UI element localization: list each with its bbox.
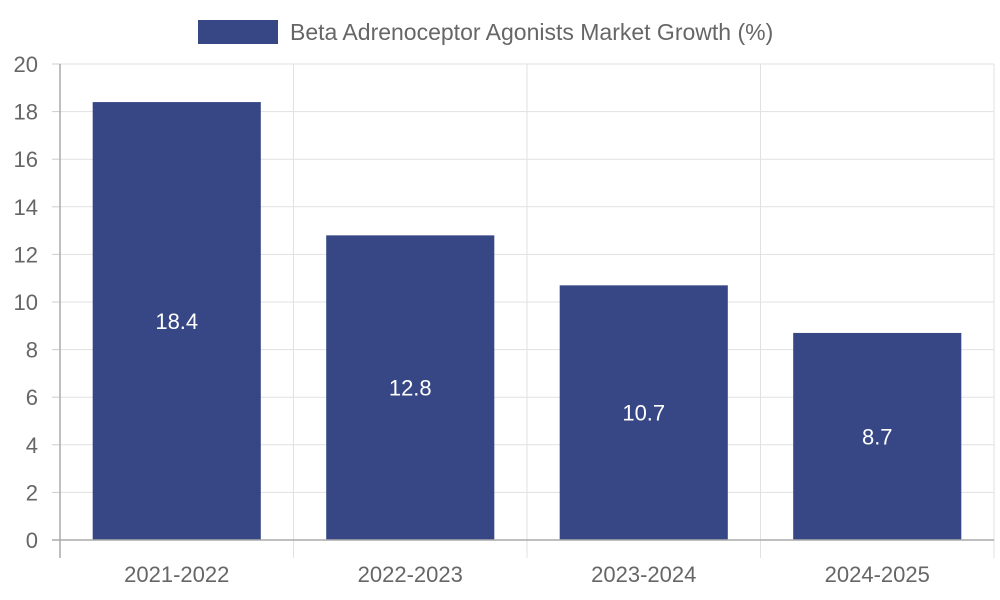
bar[interactable] — [793, 332, 962, 540]
legend-label: Beta Adrenoceptor Agonists Market Growth… — [290, 19, 773, 45]
legend[interactable]: Beta Adrenoceptor Agonists Market Growth… — [198, 19, 773, 45]
bar-data-label: 18.4 — [155, 309, 198, 334]
bar[interactable] — [559, 285, 728, 540]
x-tick-label: 2021-2022 — [124, 562, 229, 587]
bar[interactable] — [326, 235, 495, 541]
y-tick-label: 16 — [14, 147, 38, 172]
x-tick-labels: 2021-2022 2022-2023 2023-2024 2024-2025 — [124, 562, 930, 587]
data-labels: 18.4 12.8 10.7 8.7 — [155, 309, 892, 449]
y-tick-label: 20 — [14, 52, 38, 77]
x-tick-label: 2022-2023 — [358, 562, 463, 587]
axes — [52, 64, 994, 558]
bar-data-label: 10.7 — [622, 401, 665, 426]
bar-data-label: 8.7 — [862, 424, 893, 449]
y-tick-label: 8 — [26, 338, 38, 363]
bar[interactable] — [92, 102, 261, 540]
bar-data-label: 12.8 — [389, 376, 432, 401]
x-tick-label: 2024-2025 — [825, 562, 930, 587]
x-tick-label: 2023-2024 — [591, 562, 696, 587]
y-tick-labels: 0 2 4 6 8 10 12 14 16 18 20 — [14, 52, 38, 553]
y-tick-label: 12 — [14, 242, 38, 267]
y-tick-label: 18 — [14, 100, 38, 125]
y-tick-label: 10 — [14, 290, 38, 315]
y-tick-label: 2 — [26, 480, 38, 505]
y-tick-label: 4 — [26, 433, 38, 458]
legend-swatch — [198, 20, 278, 44]
y-tick-label: 14 — [14, 195, 38, 220]
y-tick-label: 0 — [26, 528, 38, 553]
y-tick-label: 6 — [26, 385, 38, 410]
bars — [92, 102, 962, 541]
